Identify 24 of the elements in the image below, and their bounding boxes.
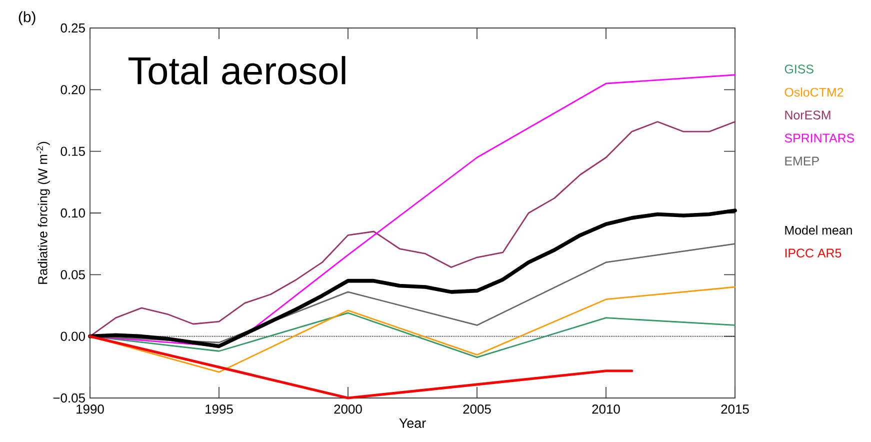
y-tick-label: 0.10 — [60, 208, 85, 218]
x-tick-label: 2010 — [592, 404, 620, 414]
y-tick-label: 0.25 — [60, 23, 85, 33]
text: OsloCTM2 — [784, 88, 844, 97]
y-tick-label: 0.00 — [60, 332, 85, 341]
x-tick-label: 2000 — [334, 404, 362, 414]
y-tick-label: −0.05 — [53, 393, 85, 403]
text: GISS — [784, 64, 814, 74]
text: Model mean — [785, 225, 852, 235]
text: SPRINTARS — [784, 134, 854, 142]
y-tick-label: 0.20 — [60, 85, 85, 94]
text: NorESM — [785, 110, 830, 120]
text: EMEP — [785, 156, 819, 166]
y-tick-label: 0.05 — [60, 270, 85, 280]
x-tick-label: 1995 — [206, 404, 233, 414]
x-tick-label: 2015 — [721, 404, 749, 414]
y-axis-title: Radiative forcing (W m$^{-2}$) — [36, 142, 50, 284]
text: (b) — [18, 11, 36, 26]
x-tick-label: 1990 — [76, 404, 104, 414]
text: IPCC AR5 — [785, 248, 842, 258]
y-tick-label: 0.15 — [60, 146, 85, 156]
x-tick-label: 2005 — [463, 404, 491, 414]
text: Total aerosol — [128, 56, 346, 85]
x-axis-title: Year — [399, 418, 426, 428]
